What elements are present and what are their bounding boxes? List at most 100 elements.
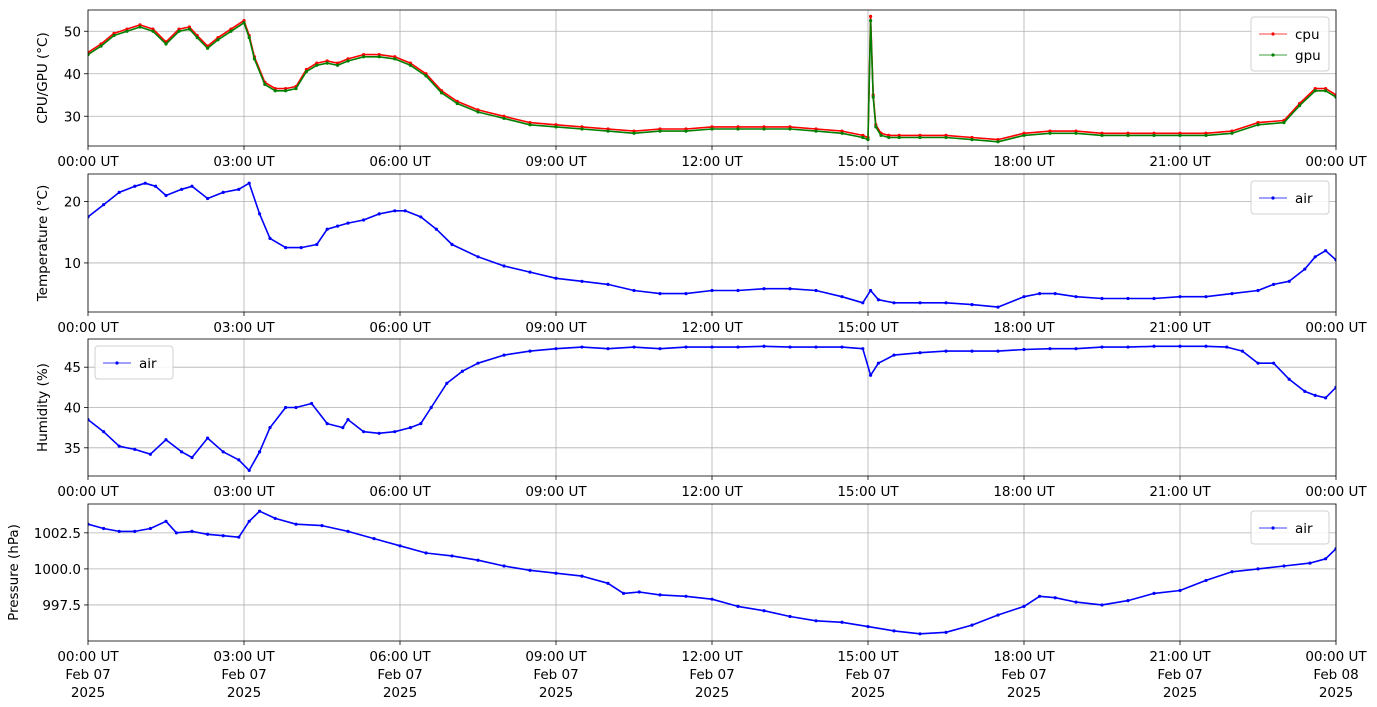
x-tick-label: 12:00 UT bbox=[681, 649, 743, 665]
x-tick-label: 00:00 UT bbox=[57, 484, 119, 500]
data-point-air bbox=[1230, 292, 1234, 296]
data-point-air bbox=[1324, 557, 1328, 561]
data-point-air bbox=[840, 295, 844, 299]
data-point-gpu bbox=[242, 21, 246, 25]
data-point-air bbox=[221, 450, 225, 454]
legend-marker-cpu bbox=[1271, 32, 1275, 36]
data-point-gpu bbox=[112, 33, 116, 38]
data-point-gpu bbox=[814, 129, 818, 133]
data-point-gpu bbox=[1178, 133, 1182, 137]
data-point-air bbox=[346, 529, 350, 534]
data-point-air bbox=[996, 613, 1000, 617]
y-tick-label: 1000.0 bbox=[34, 562, 81, 578]
data-point-air bbox=[148, 452, 152, 456]
data-point-air bbox=[1152, 591, 1156, 596]
legend-box bbox=[1250, 510, 1330, 545]
data-point-air bbox=[294, 405, 298, 410]
y-axis-label: CPU/GPU (°C) bbox=[35, 32, 51, 123]
data-point-air bbox=[341, 426, 345, 430]
data-point-gpu bbox=[151, 29, 155, 33]
x-tick-date-label: Feb 07 bbox=[845, 667, 890, 683]
data-point-air bbox=[1287, 377, 1291, 381]
x-tick-date-label: Feb 07 bbox=[1001, 667, 1046, 683]
x-tick-date-label: Feb 07 bbox=[533, 667, 578, 683]
data-point-air bbox=[658, 593, 662, 597]
data-point-air bbox=[1256, 567, 1260, 571]
legend: air bbox=[1250, 510, 1330, 545]
data-point-air bbox=[1038, 292, 1042, 296]
data-point-air bbox=[424, 551, 428, 555]
data-point-air bbox=[1272, 361, 1276, 365]
data-point-gpu bbox=[99, 44, 103, 48]
data-point-air bbox=[372, 537, 376, 541]
data-point-air bbox=[1313, 393, 1317, 398]
y-tick-label: 35 bbox=[64, 441, 81, 457]
data-point-air bbox=[310, 401, 314, 406]
data-point-gpu bbox=[424, 74, 428, 78]
x-tick-label: 12:00 UT bbox=[681, 320, 743, 336]
data-point-gpu bbox=[658, 129, 662, 133]
data-point-air bbox=[1204, 344, 1208, 348]
data-point-air bbox=[554, 571, 558, 575]
data-point-gpu bbox=[869, 19, 873, 23]
data-point-air bbox=[580, 345, 584, 349]
data-point-air bbox=[174, 531, 178, 535]
data-point-air bbox=[658, 292, 662, 296]
data-point-air bbox=[840, 620, 844, 624]
y-tick-label: 1002.5 bbox=[34, 526, 81, 542]
data-point-air bbox=[258, 212, 262, 216]
x-tick-label: 00:00 UT bbox=[1305, 320, 1367, 336]
data-point-gpu bbox=[325, 61, 329, 65]
data-point-gpu bbox=[1324, 89, 1328, 93]
data-point-gpu bbox=[1282, 121, 1286, 125]
data-point-gpu bbox=[393, 57, 397, 61]
legend-marker-air bbox=[1271, 196, 1275, 200]
data-point-air bbox=[622, 591, 626, 596]
x-tick-date-label: Feb 07 bbox=[689, 667, 734, 683]
x-tick-label: 00:00 UT bbox=[1305, 649, 1367, 665]
chart-panel-3: 00:00 UT 03:00 UT 06:00 UT 09:00 UT 12:00 UT… bbox=[35, 338, 1367, 500]
data-point-air bbox=[1053, 596, 1057, 600]
data-point-air bbox=[180, 450, 184, 454]
data-point-air bbox=[1100, 296, 1104, 301]
data-point-air bbox=[762, 287, 766, 291]
data-point-air bbox=[102, 430, 106, 434]
data-point-air bbox=[408, 426, 412, 430]
x-tick-label: 06:00 UT bbox=[369, 649, 431, 665]
data-point-air bbox=[606, 581, 610, 585]
data-point-gpu bbox=[871, 95, 875, 99]
data-point-air bbox=[1152, 296, 1156, 301]
data-point-air bbox=[869, 373, 873, 377]
data-point-air bbox=[970, 623, 974, 627]
chart-panel-4: 00:00 UT Feb 07 2025 03:00 UT Feb 07 2025 06:0… bbox=[6, 503, 1367, 701]
data-point-air bbox=[1022, 295, 1026, 299]
data-point-gpu bbox=[710, 127, 714, 131]
data-point-air bbox=[403, 209, 407, 213]
x-tick-year-label: 2025 bbox=[1007, 685, 1041, 701]
data-point-air bbox=[273, 516, 277, 521]
data-point-air bbox=[190, 529, 194, 534]
x-tick-label: 15:00 UT bbox=[837, 320, 899, 336]
data-point-gpu bbox=[554, 125, 558, 129]
y-tick-label: 40 bbox=[64, 67, 81, 83]
x-tick-label: 06:00 UT bbox=[369, 154, 431, 170]
data-point-air bbox=[206, 532, 210, 536]
data-point-air bbox=[710, 288, 714, 293]
data-point-air bbox=[1256, 361, 1260, 365]
data-point-air bbox=[206, 196, 210, 201]
x-tick-label: 12:00 UT bbox=[681, 484, 743, 500]
data-point-air bbox=[1074, 295, 1078, 299]
data-point-air bbox=[632, 345, 636, 349]
x-tick-label: 03:00 UT bbox=[213, 484, 275, 500]
data-point-gpu bbox=[1152, 133, 1156, 137]
data-point-gpu bbox=[455, 101, 459, 106]
y-axis-label: Pressure (hPa) bbox=[6, 524, 22, 621]
legend-box bbox=[1250, 16, 1330, 72]
data-point-air bbox=[476, 361, 480, 365]
data-point-air bbox=[970, 349, 974, 353]
data-point-air bbox=[1308, 561, 1312, 565]
data-point-air bbox=[336, 224, 340, 228]
data-point-air bbox=[892, 629, 896, 633]
data-point-air bbox=[377, 431, 381, 435]
